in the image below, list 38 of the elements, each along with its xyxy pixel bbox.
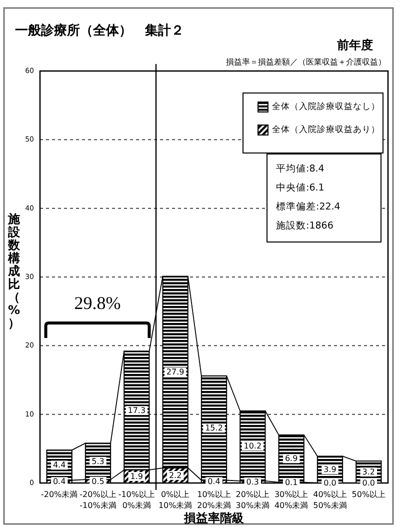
data-label: 0.3 xyxy=(246,477,260,486)
x-tick-label: -20%未満 xyxy=(40,490,78,498)
data-label: 0.0 xyxy=(362,478,376,488)
x-tick-label: 50%以上 xyxy=(352,490,386,498)
x-tick-label: 30%以上 40%未満 xyxy=(274,490,308,510)
data-label: 4.4 xyxy=(52,460,66,470)
chart-subtitle: 前年度 xyxy=(336,38,373,52)
annotation: 平均値:8.4 xyxy=(276,162,324,174)
x-tick-label: 10%以上 20%未満 xyxy=(197,490,231,510)
x-tick-label: 40%以上 50%未満 xyxy=(313,490,347,510)
y-axis-title: 施設数構成比（%） xyxy=(8,212,20,330)
x-tick-label: 20%以上 30%未満 xyxy=(236,490,270,510)
data-label: 17.3 xyxy=(128,406,146,416)
data-label: 0.1 xyxy=(284,478,298,488)
annotation: 中央値:6.1 xyxy=(276,182,324,194)
data-label: 0.4 xyxy=(52,477,66,486)
x-tick-label: -20%以上 -10%未満 xyxy=(80,490,116,510)
text: 損益率＝損益差額／（医業収益＋介護収益） xyxy=(226,58,386,66)
data-label: 5.3 xyxy=(92,456,104,466)
annotation: 施設数:1866 xyxy=(276,220,334,232)
data-label: 27.9 xyxy=(166,368,184,377)
legend-label: 全体（入院診療収益なし） xyxy=(272,101,380,112)
x-tick-label: 0%以上 10%未満 xyxy=(158,490,192,510)
data-label: 1.9 xyxy=(130,472,144,481)
annotation: 標準偏差:22.4 xyxy=(276,200,340,212)
data-label: 0.0 xyxy=(324,478,336,488)
data-label: 3.9 xyxy=(324,465,336,474)
chart-title: 一般診療所（全体） 集計２ xyxy=(15,22,184,38)
data-label: 3.2 xyxy=(362,468,376,477)
data-label: 6.9 xyxy=(284,454,298,464)
data-label: 0.4 xyxy=(208,477,220,486)
data-label: 10.2 xyxy=(244,441,262,450)
annotation: 29.8% xyxy=(74,293,121,313)
x-tick-label: -10%以上 0%未満 xyxy=(118,490,156,510)
legend-label: 全体（入院診療収益あり） xyxy=(272,124,380,135)
data-label: 2.2 xyxy=(168,470,182,480)
data-label: 15.2 xyxy=(205,424,223,433)
x-axis-title: 損益率階級 xyxy=(183,511,245,525)
